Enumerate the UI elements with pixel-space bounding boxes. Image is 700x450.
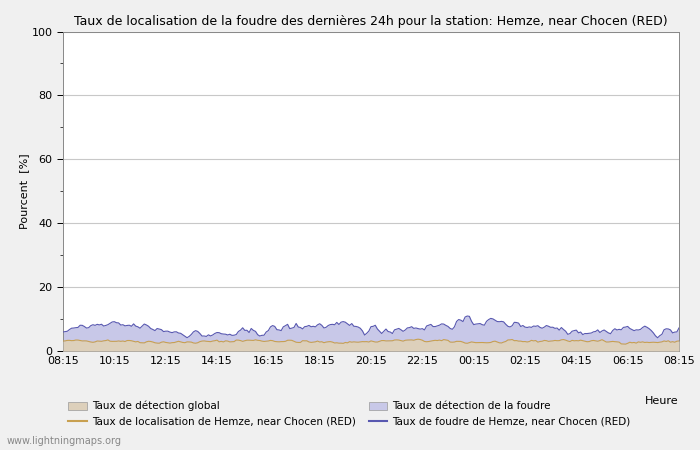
Y-axis label: Pourcent  [%]: Pourcent [%] <box>19 153 29 229</box>
Text: www.lightningmaps.org: www.lightningmaps.org <box>7 436 122 446</box>
Title: Taux de localisation de la foudre des dernières 24h pour la station: Hemze, near: Taux de localisation de la foudre des de… <box>74 14 668 27</box>
Legend: Taux de détection global, Taux de localisation de Hemze, near Chocen (RED), Taux: Taux de détection global, Taux de locali… <box>68 401 631 427</box>
Text: Heure: Heure <box>645 396 679 406</box>
